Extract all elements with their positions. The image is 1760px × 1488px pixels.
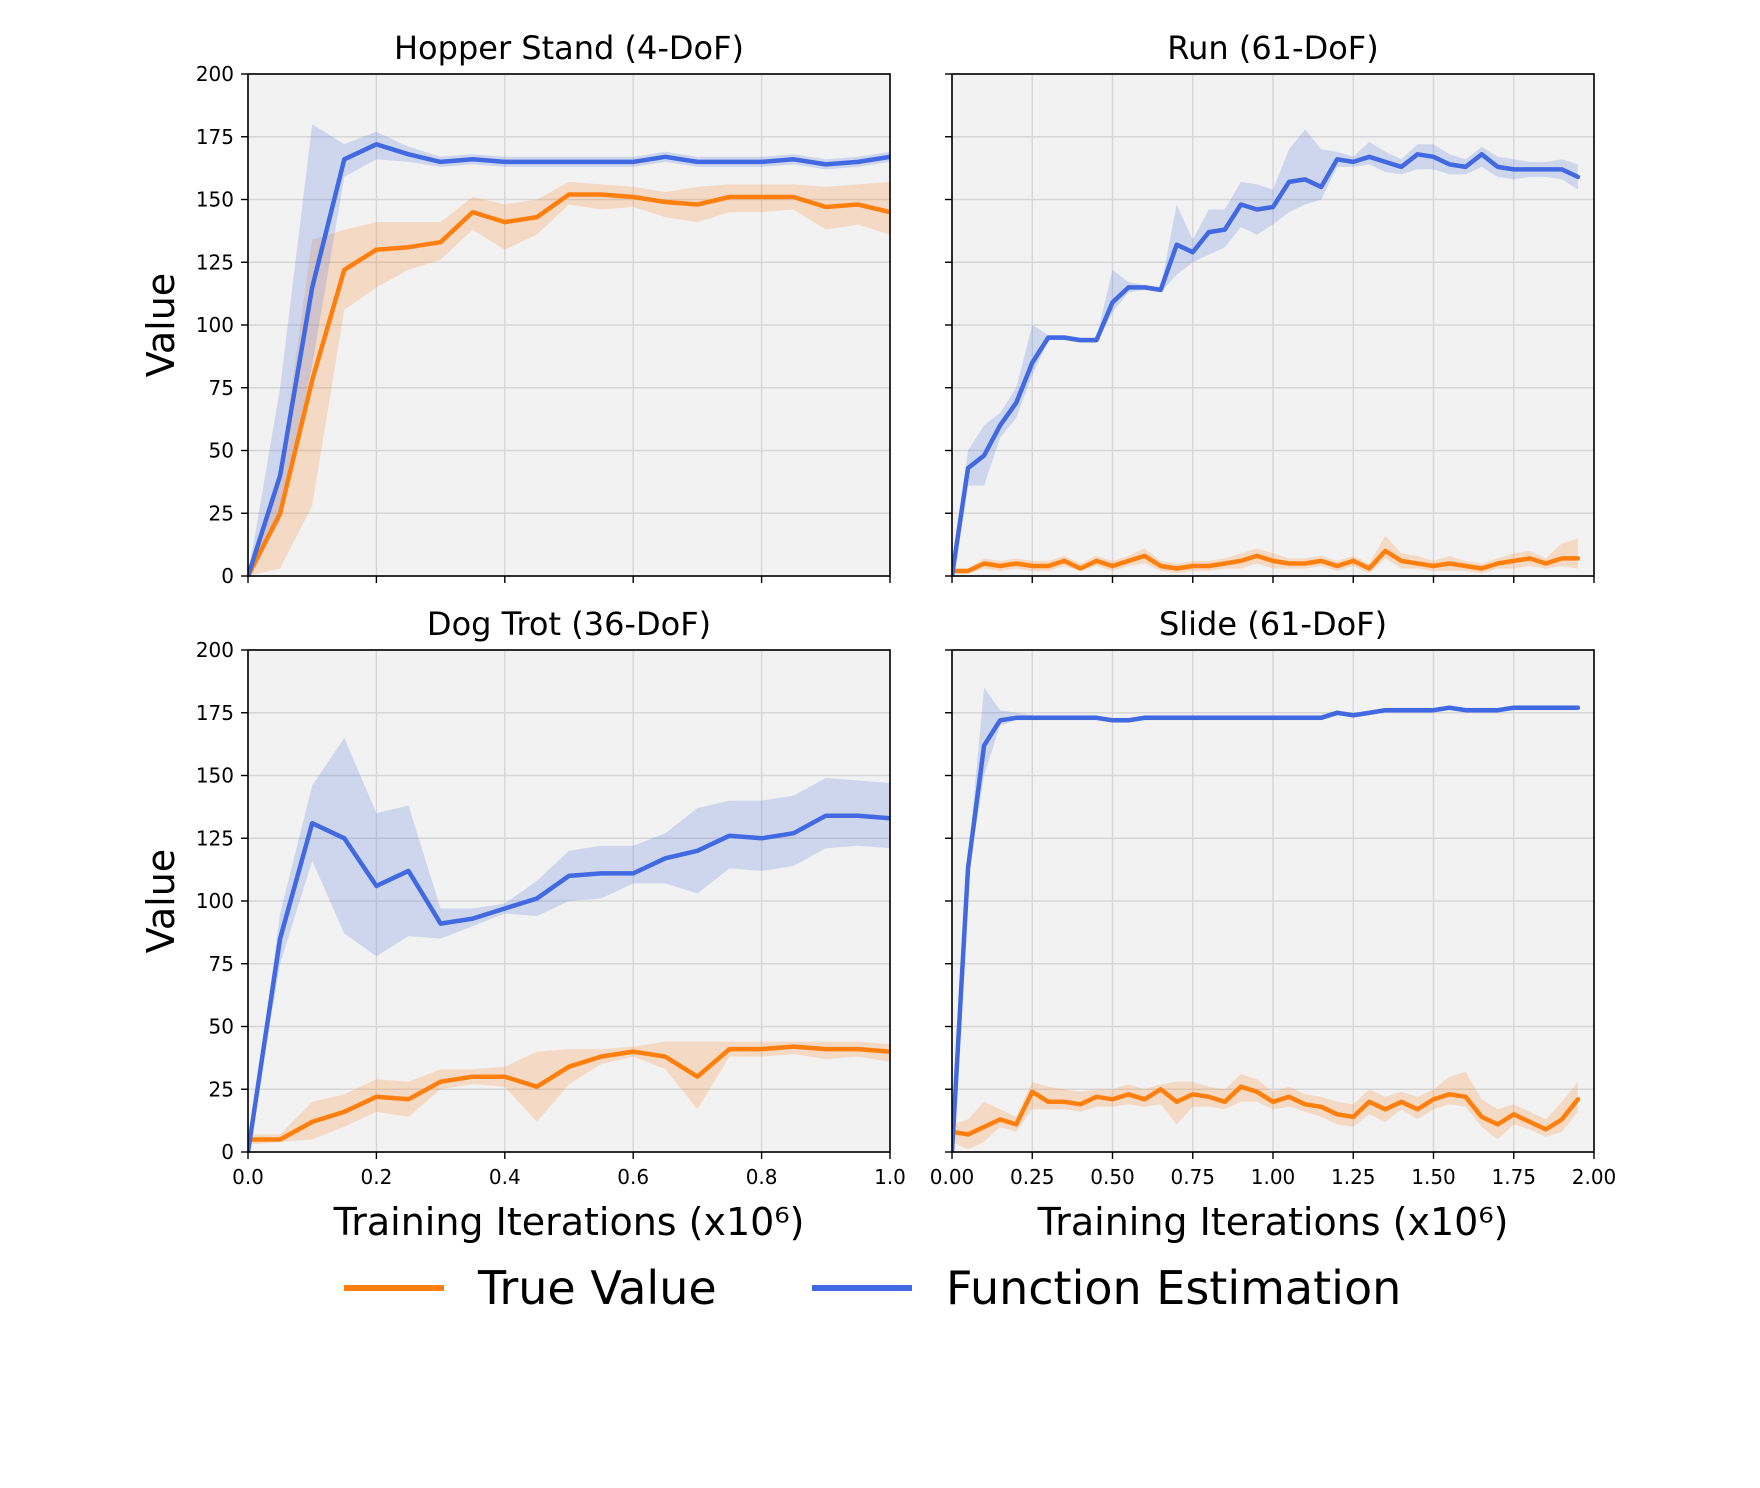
series-line-function-estimation [952,152,1581,576]
y-tick-label: 125 [196,250,234,274]
band-function-estimation [248,124,890,576]
series-line-function-estimation [248,813,890,1152]
x-tick-label: 1.0 [874,1165,906,1189]
band-true-value [952,1071,1578,1150]
x-tick-label: 1.75 [1491,1165,1536,1189]
y-tick-label: 0 [221,564,234,588]
series-line-true-value [248,192,890,576]
panel-title: Run (61-DoF) [1167,29,1378,67]
y-tick-label: 200 [196,62,234,86]
legend-label-function-estimation: Function Estimation [946,1261,1401,1315]
series-group [952,129,1581,576]
series-line-function-estimation [952,705,1581,1152]
x-axis-title: Training Iterations (x10⁶) [333,1200,805,1244]
y-tick-label: 200 [196,638,234,662]
x-tick-label: 0.2 [360,1165,392,1189]
y-axis-title: Value [139,273,183,377]
panel-title: Hopper Stand (4-DoF) [394,29,744,67]
y-tick-label: 175 [196,701,234,725]
x-tick-label: 2.00 [1572,1165,1617,1189]
x-tick-label: 1.25 [1331,1165,1376,1189]
series-line-true-value [952,548,1581,574]
legend: True Value Function Estimation [344,1261,1401,1315]
y-tick-label: 50 [209,439,234,463]
band-function-estimation [952,129,1578,576]
series-group [952,687,1581,1152]
x-tick-label: 0.6 [617,1165,649,1189]
y-tick-label: 75 [209,952,234,976]
panel-title: Dog Trot (36-DoF) [427,605,711,643]
y-tick-label: 150 [196,764,234,788]
y-tick-label: 75 [209,376,234,400]
series-line-function-estimation [248,142,890,576]
x-tick-label: 0.4 [489,1165,521,1189]
y-tick-label: 100 [196,889,234,913]
panel-title: Slide (61-DoF) [1159,605,1387,643]
chart-panel-3: 0.0 0.2 0.4 0.6 0.8 1.0 0 25 50 75 100 125 150 175 200… [139,605,906,1244]
y-axis-title: Value [139,849,183,953]
series-group [248,737,890,1152]
series-line-true-value [248,1044,890,1142]
y-tick-label: 100 [196,313,234,337]
x-tick-label: 0.50 [1090,1165,1135,1189]
x-axis-title: Training Iterations (x10⁶) [1037,1200,1509,1244]
y-tick-label: 175 [196,125,234,149]
x-tick-label: 0.25 [1010,1165,1055,1189]
x-tick-label: 0.75 [1170,1165,1215,1189]
x-tick-label: 1.00 [1251,1165,1296,1189]
chart-panel-2: Run (61-DoF) [945,29,1595,583]
series-group [248,124,890,576]
y-tick-label: 150 [196,188,234,212]
band-true-value [248,1041,890,1145]
y-tick-label: 25 [209,501,234,525]
legend-label-true-value: True Value [477,1261,717,1315]
y-tick-label: 125 [196,826,234,850]
x-tick-label: 0.00 [930,1165,975,1189]
chart-panel-4: 0.00 0.25 0.50 0.75 1.00 1.25 1.50 1.75 2.00 Slid… [930,605,1617,1244]
series-line-true-value [952,1084,1581,1137]
x-tick-label: 0.0 [232,1165,264,1189]
y-tick-label: 0 [221,1140,234,1164]
chart-panels: 0 25 50 75 100 125 150 175 200 Hopper Stand (4-Do… [139,29,1616,1244]
chart-panel-1: 0 25 50 75 100 125 150 175 200 Hopper Stand (4-Do… [139,29,891,588]
x-tick-label: 1.50 [1411,1165,1456,1189]
y-tick-label: 25 [209,1077,234,1101]
x-tick-label: 0.8 [746,1165,778,1189]
band-true-value [248,181,890,576]
band-function-estimation [248,737,890,1152]
y-tick-label: 50 [209,1015,234,1039]
